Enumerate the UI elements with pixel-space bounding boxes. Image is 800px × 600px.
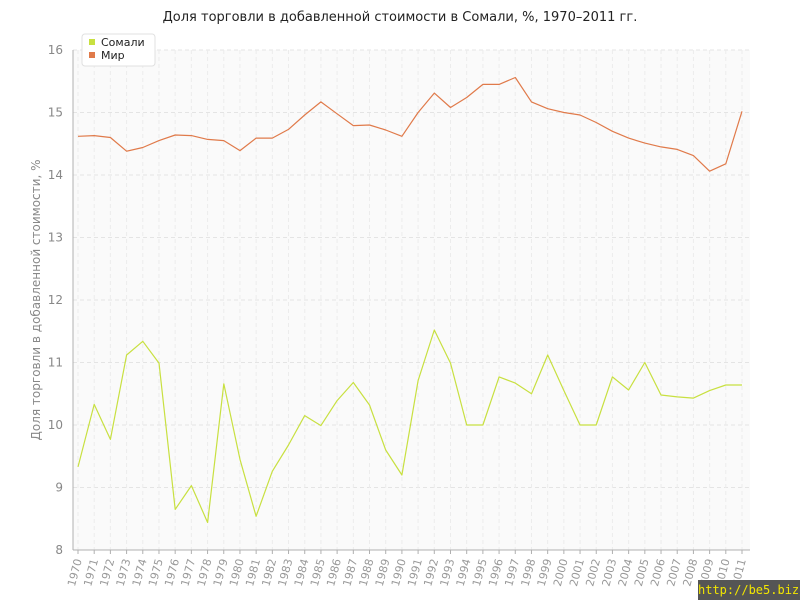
series-line-world	[77, 76, 743, 172]
series-line-somalia	[77, 329, 742, 524]
watermark: http://be5.biz/	[698, 580, 800, 600]
legend-label-somalia: Сомали	[101, 36, 145, 49]
legend-label-world: Мир	[101, 49, 125, 62]
y-tick-labels: 8 9 10 11 12 13 14 15 16	[48, 43, 63, 557]
y-tick-label: 15	[48, 106, 63, 120]
y-tick-label: 8	[55, 543, 63, 557]
y-tick-label: 9	[55, 481, 63, 495]
y-tick-label: 16	[48, 43, 63, 57]
y-tick-label: 14	[48, 168, 63, 182]
y-tick-label: 12	[48, 293, 63, 307]
legend: Сомали Мир	[81, 33, 156, 67]
chart-title: Доля торговли в добавленной стоимости в …	[162, 10, 638, 25]
legend-swatch-somalia	[89, 39, 95, 45]
legend-swatch-world	[89, 52, 95, 58]
y-axis-label: Доля торговли в добавленной стоимости, %	[29, 160, 43, 441]
y-tick-label: 13	[48, 231, 63, 245]
y-tick-label: 10	[48, 418, 63, 432]
y-tick-label: 11	[48, 356, 63, 370]
series-lines	[77, 76, 743, 524]
legend-box	[81, 33, 156, 67]
x-tick-labels: 1970197119721973197419751976197719781979…	[65, 550, 749, 588]
